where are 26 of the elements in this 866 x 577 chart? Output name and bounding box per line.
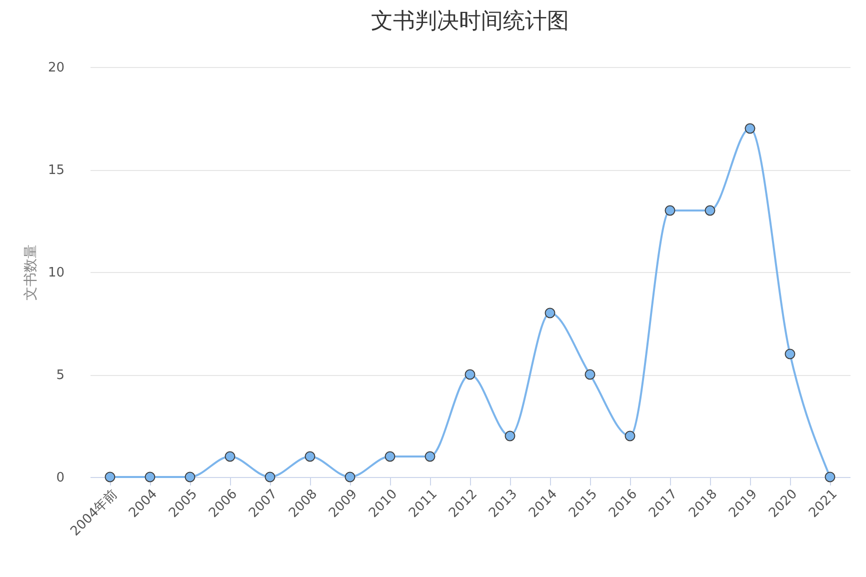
point <box>744 123 756 134</box>
point <box>584 369 596 380</box>
point <box>344 472 356 482</box>
y-tick-label: 0 <box>56 470 64 486</box>
point <box>104 472 116 482</box>
point <box>624 430 636 442</box>
y-tick-label: 10 <box>48 266 64 280</box>
y-tick-label: 20 <box>48 60 64 76</box>
y-tick-label: 5 <box>56 368 64 383</box>
point <box>664 205 676 216</box>
point <box>144 472 156 482</box>
chart-title: 文书判决时间统计图 <box>371 9 569 34</box>
point <box>224 451 236 462</box>
point <box>304 451 316 462</box>
point <box>704 205 716 216</box>
point <box>824 472 836 482</box>
point <box>544 308 556 318</box>
point <box>464 369 476 380</box>
point <box>384 451 396 462</box>
point <box>264 472 276 482</box>
y-axis-title: 文书数量 <box>22 244 39 300</box>
point <box>504 430 516 442</box>
point <box>784 348 796 360</box>
point <box>184 472 196 482</box>
y-tick-label: 15 <box>48 163 64 178</box>
point <box>424 451 436 462</box>
